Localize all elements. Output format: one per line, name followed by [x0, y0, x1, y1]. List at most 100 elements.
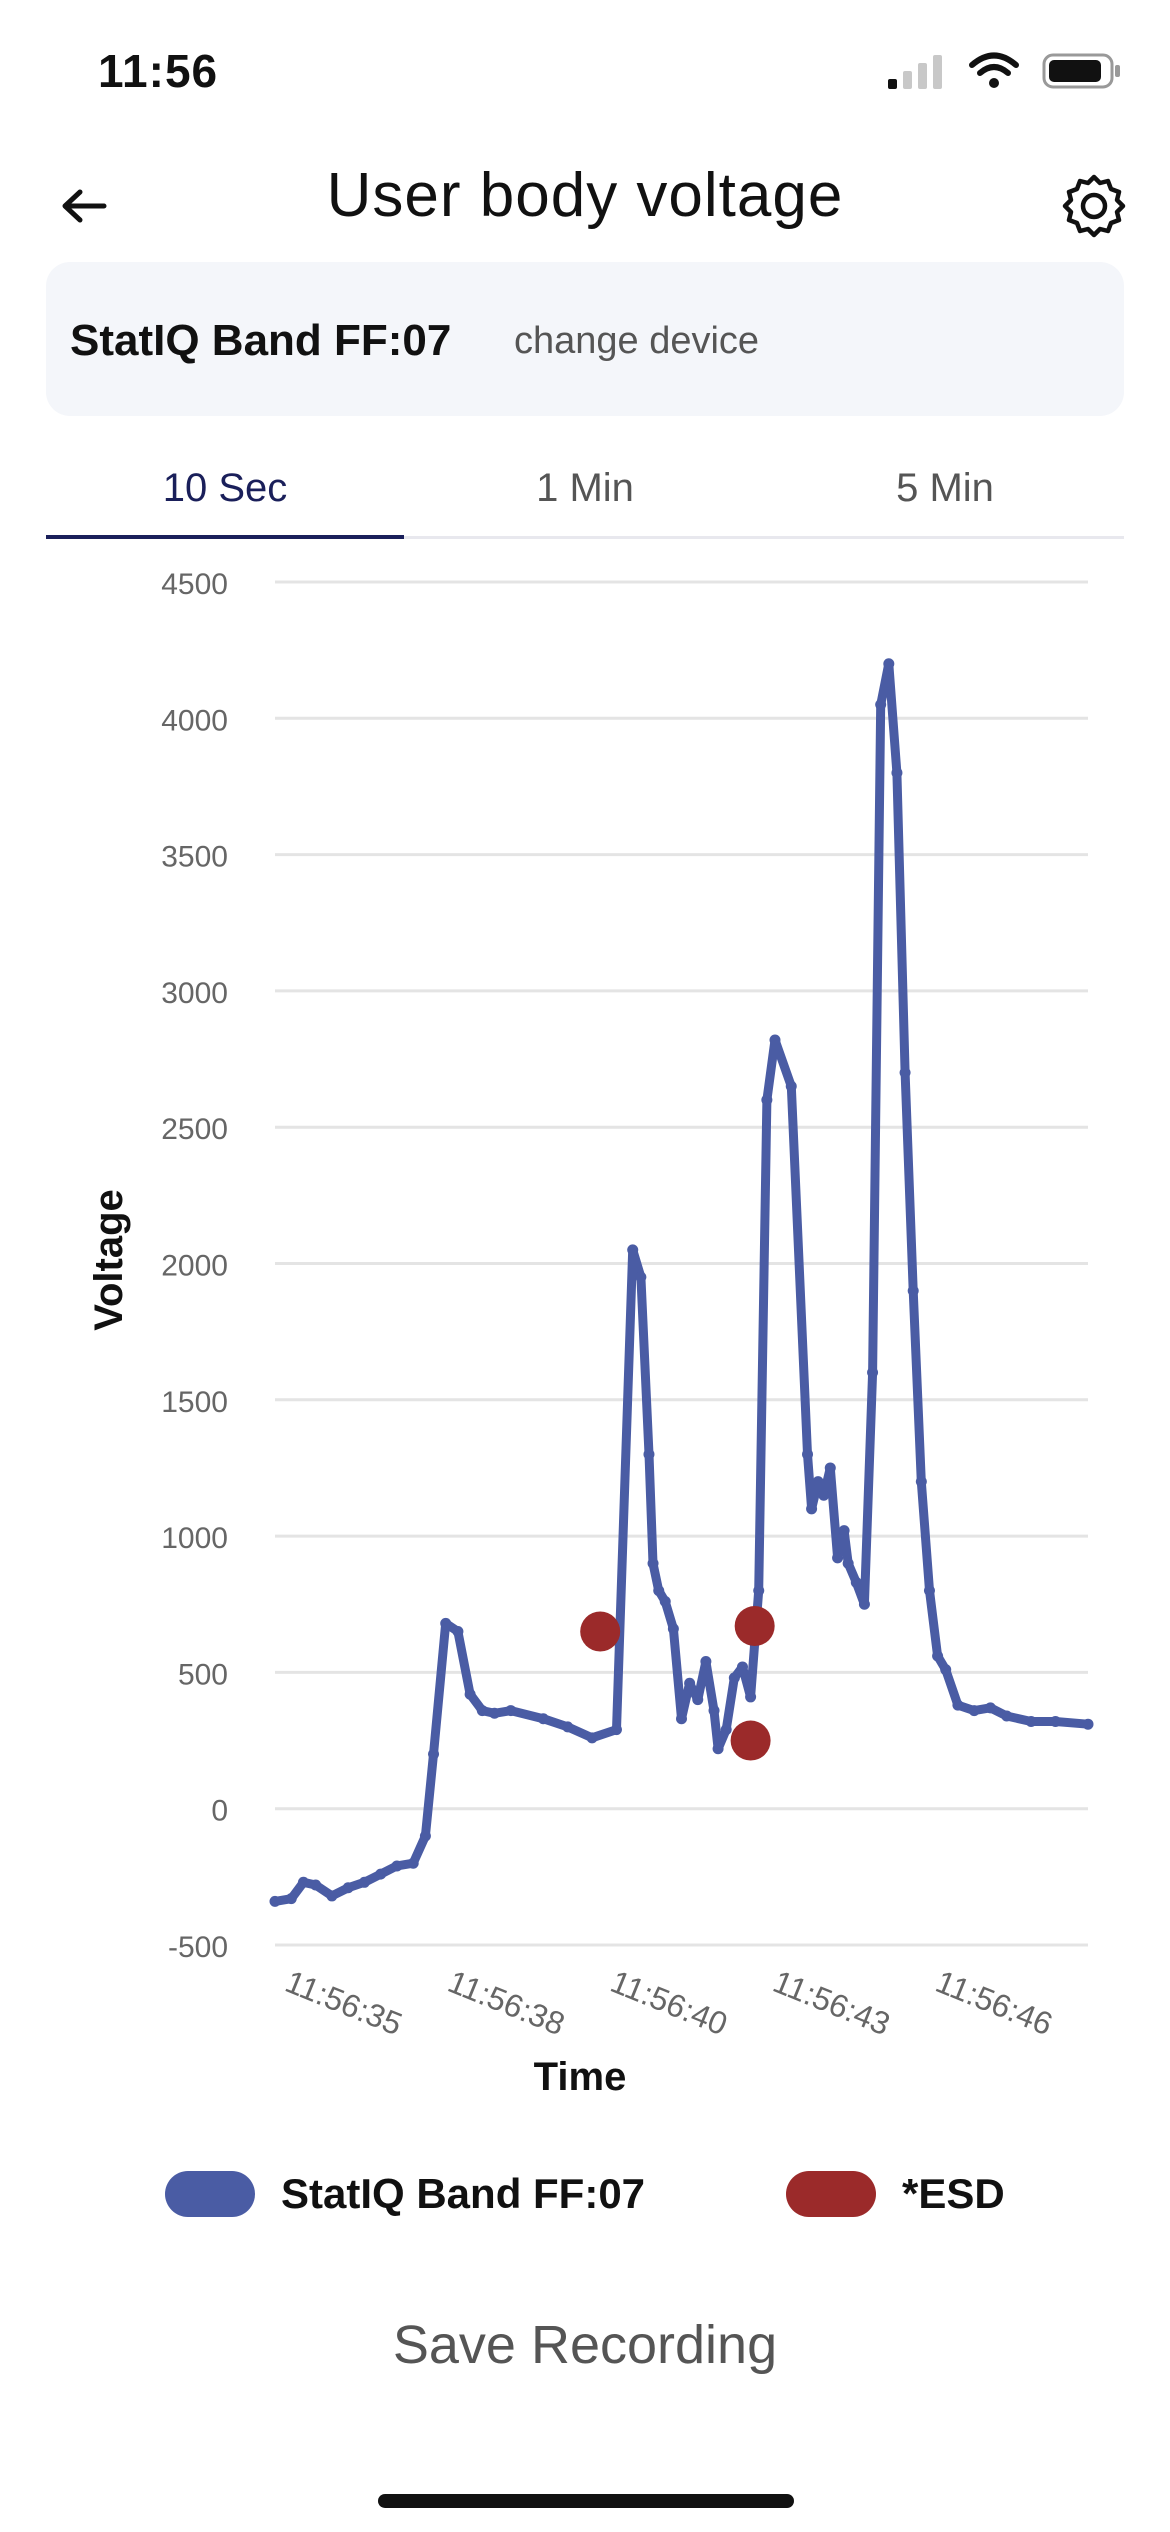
data-point-band — [824, 1462, 836, 1474]
esd-point — [734, 1606, 775, 1647]
device-name: StatIQ Band FF:07 — [70, 316, 452, 365]
data-point-band — [785, 1080, 797, 1092]
data-point-band — [326, 1890, 338, 1902]
data-point-band — [391, 1860, 403, 1872]
gear-icon — [1062, 174, 1126, 238]
legend-swatch-esd — [786, 2171, 876, 2217]
data-point-band — [476, 1705, 488, 1717]
status-icons — [886, 52, 1122, 90]
tab-1-min[interactable]: 1 Min — [536, 466, 634, 510]
data-point-band — [659, 1596, 671, 1608]
data-point-band — [745, 1691, 757, 1703]
y-tick-label: 4500 — [161, 568, 228, 601]
data-point-band — [269, 1895, 281, 1907]
data-point-band — [806, 1503, 818, 1515]
y-tick-label: 3000 — [161, 977, 228, 1010]
data-point-band — [712, 1743, 724, 1755]
x-tick-label: 11:56:35 — [281, 1963, 408, 2042]
esd-point — [580, 1611, 621, 1652]
data-point-band — [676, 1713, 687, 1725]
data-point-band — [310, 1879, 322, 1891]
data-point-band — [753, 1585, 765, 1597]
change-device-link[interactable]: change device — [514, 320, 760, 362]
arrow-left-icon — [62, 189, 107, 223]
data-point-band — [899, 1067, 911, 1079]
status-time: 11:56 — [98, 45, 219, 97]
data-point-band — [505, 1705, 517, 1717]
data-point-band — [586, 1732, 598, 1744]
y-tick-label: 0 — [211, 1795, 228, 1828]
data-point-band — [769, 1034, 781, 1046]
y-axis-label: Voltage — [87, 1189, 131, 1331]
data-point-band — [812, 1476, 824, 1488]
data-point-band — [537, 1713, 549, 1725]
chart-legend: StatIQ Band FF:07 *ESD — [0, 2170, 1170, 2250]
data-point-band — [610, 1724, 622, 1736]
data-point-band — [883, 658, 895, 670]
data-point-band — [842, 1557, 854, 1569]
y-tick-label: 4000 — [161, 704, 228, 737]
data-point-band — [667, 1623, 679, 1635]
cellular-signal-icon — [888, 55, 942, 89]
y-tick-label: 2500 — [161, 1113, 228, 1146]
data-point-band — [802, 1448, 814, 1460]
legend-label-band: StatIQ Band FF:07 — [281, 2170, 646, 2217]
data-point-band — [297, 1876, 309, 1888]
y-tick-label: 500 — [178, 1658, 228, 1691]
data-point-band — [1025, 1715, 1037, 1727]
data-point-band — [952, 1699, 964, 1711]
data-point-band — [1001, 1710, 1013, 1722]
x-tick-label: 11:56:38 — [443, 1963, 570, 2042]
settings-button[interactable] — [1054, 166, 1134, 246]
x-tick-label: 11:56:40 — [606, 1963, 733, 2042]
data-point-band — [684, 1677, 696, 1689]
data-point-band — [923, 1585, 935, 1597]
tab-5-min[interactable]: 5 Min — [896, 466, 994, 510]
wifi-icon — [969, 52, 1019, 88]
back-button[interactable] — [52, 174, 116, 238]
data-point-band — [358, 1876, 370, 1888]
data-point-band — [653, 1585, 665, 1597]
data-point-band — [375, 1868, 387, 1880]
x-axis-label: Time — [534, 2055, 627, 2099]
y-tick-label: 2000 — [161, 1250, 228, 1283]
tab-10-sec[interactable]: 10 Sec — [162, 466, 288, 510]
esd-point — [730, 1720, 771, 1761]
data-point-band — [692, 1694, 704, 1706]
data-point-band — [708, 1705, 720, 1717]
data-point-band — [984, 1702, 996, 1714]
data-point-band — [1082, 1718, 1094, 1730]
x-tick-label: 11:56:43 — [768, 1963, 895, 2042]
data-point-band — [867, 1367, 879, 1379]
data-point-band — [850, 1576, 862, 1588]
time-range-tabs: 10 Sec 1 Min 5 Min — [46, 452, 1124, 539]
legend-label-esd: *ESD — [902, 2170, 1005, 2217]
data-point-band — [720, 1724, 732, 1736]
legend-swatch-band — [165, 2171, 255, 2217]
y-tick-label: -500 — [168, 1931, 228, 1964]
data-point-band — [647, 1557, 659, 1569]
data-point-band — [907, 1285, 919, 1297]
data-point-band — [452, 1626, 464, 1638]
page-title: User body voltage — [326, 161, 844, 230]
data-point-band — [643, 1448, 655, 1460]
data-point-band — [635, 1271, 647, 1283]
save-recording-button[interactable]: Save Recording — [392, 2315, 778, 2375]
x-tick-label: 11:56:46 — [931, 1963, 1058, 2042]
active-tab-indicator — [46, 535, 404, 539]
data-point-band — [407, 1857, 419, 1869]
data-point-band — [700, 1655, 712, 1667]
voltage-chart: 4500 4000 3500 3000 2500 2000 1500 1000 500 0 -500… — [87, 568, 1094, 2099]
data-point-band — [736, 1661, 748, 1673]
data-point-band — [627, 1244, 639, 1256]
data-point-band — [728, 1672, 740, 1684]
y-tick-label: 1500 — [161, 1386, 228, 1419]
data-point-band — [915, 1476, 927, 1488]
y-tick-label: 3500 — [161, 841, 228, 874]
data-point-band — [428, 1748, 440, 1760]
data-point-band — [858, 1598, 870, 1610]
device-card: StatIQ Band FF:07 change device — [46, 262, 1124, 416]
legend-item-esd: *ESD — [786, 2170, 1005, 2218]
data-point-band — [891, 767, 903, 779]
data-point-band — [440, 1617, 452, 1629]
